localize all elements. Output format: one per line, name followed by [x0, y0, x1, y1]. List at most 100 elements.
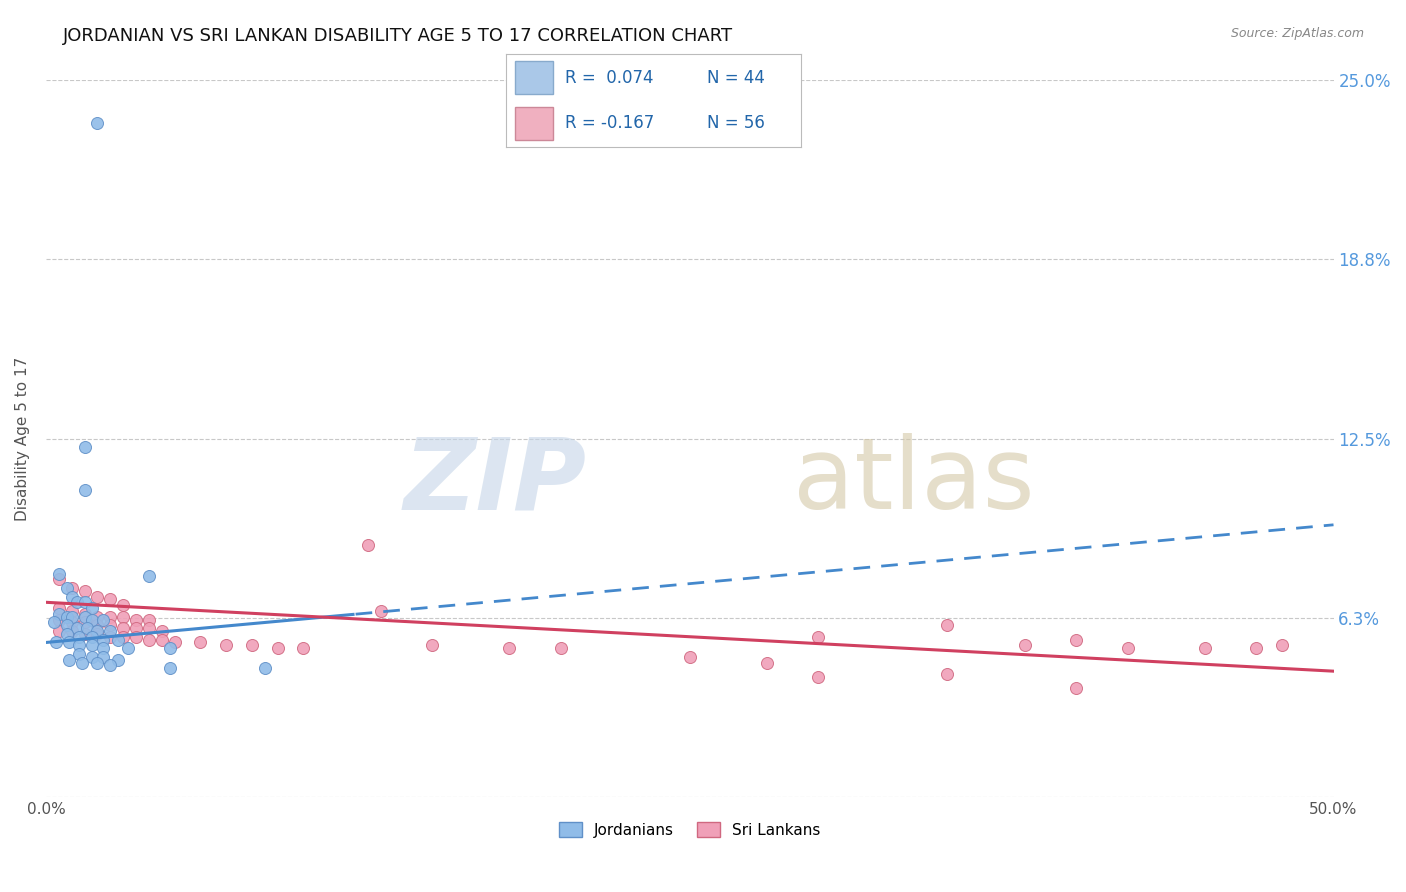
Point — [42, 615, 65, 630]
Text: JORDANIAN VS SRI LANKAN DISABILITY AGE 5 TO 17 CORRELATION CHART: JORDANIAN VS SRI LANKAN DISABILITY AGE 5… — [63, 27, 734, 45]
Point — [98, 658, 121, 673]
Text: ZIP: ZIP — [404, 434, 586, 530]
Point — [253, 661, 276, 675]
Point — [159, 641, 181, 656]
Point — [112, 630, 135, 644]
Point — [498, 641, 520, 656]
Point — [420, 638, 443, 652]
Text: atlas: atlas — [793, 434, 1035, 530]
Point — [98, 592, 121, 607]
Point — [112, 621, 135, 635]
Point — [125, 613, 148, 627]
Text: R =  0.074: R = 0.074 — [565, 69, 654, 87]
Point — [86, 624, 108, 638]
Point — [55, 627, 77, 641]
Point — [60, 581, 83, 595]
Point — [807, 630, 830, 644]
Point — [86, 656, 108, 670]
Bar — [515, 107, 554, 140]
Text: R = -0.167: R = -0.167 — [565, 114, 654, 132]
Point — [82, 601, 104, 615]
Point — [48, 607, 70, 621]
Point — [357, 538, 380, 552]
Point — [936, 667, 959, 681]
Point — [60, 615, 83, 630]
Point — [66, 621, 89, 635]
Point — [55, 581, 77, 595]
Point — [73, 627, 96, 641]
Point — [138, 613, 160, 627]
Point — [73, 583, 96, 598]
Point — [117, 641, 139, 656]
Point — [86, 627, 108, 641]
Point — [1271, 638, 1294, 652]
Legend: Jordanians, Sri Lankans: Jordanians, Sri Lankans — [553, 815, 827, 844]
Point — [86, 590, 108, 604]
Point — [55, 609, 77, 624]
Point — [60, 604, 83, 618]
Point — [69, 647, 91, 661]
Point — [48, 624, 70, 638]
Point — [82, 613, 104, 627]
Point — [48, 566, 70, 581]
Point — [73, 609, 96, 624]
Point — [1064, 632, 1087, 647]
Point — [98, 609, 121, 624]
Point — [73, 440, 96, 454]
Point — [91, 613, 114, 627]
Point — [370, 604, 392, 618]
Text: N = 44: N = 44 — [707, 69, 765, 87]
Point — [76, 621, 98, 635]
Point — [138, 632, 160, 647]
Text: N = 56: N = 56 — [707, 114, 765, 132]
Point — [60, 609, 83, 624]
Point — [82, 649, 104, 664]
Point — [58, 653, 80, 667]
Point — [107, 632, 129, 647]
Point — [936, 618, 959, 632]
Point — [55, 618, 77, 632]
Point — [60, 590, 83, 604]
Point — [138, 621, 160, 635]
Point — [91, 649, 114, 664]
Point — [73, 595, 96, 609]
Point — [86, 609, 108, 624]
Point — [112, 598, 135, 612]
Point — [756, 656, 779, 670]
Point — [215, 638, 238, 652]
Point — [1116, 641, 1139, 656]
Point — [267, 641, 290, 656]
Point — [107, 653, 129, 667]
Point — [150, 624, 173, 638]
Point — [190, 635, 212, 649]
Point — [550, 641, 572, 656]
Point — [69, 630, 91, 644]
Point — [112, 609, 135, 624]
Point — [45, 635, 67, 649]
Point — [66, 595, 89, 609]
Point — [1064, 681, 1087, 696]
Point — [679, 649, 702, 664]
Point — [98, 630, 121, 644]
Point — [73, 615, 96, 630]
Point — [98, 624, 121, 638]
Point — [1246, 641, 1268, 656]
Point — [292, 641, 315, 656]
Point — [73, 607, 96, 621]
Point — [58, 635, 80, 649]
Point — [60, 624, 83, 638]
Bar — [515, 61, 554, 94]
Point — [240, 638, 263, 652]
Point — [86, 618, 108, 632]
Point — [82, 638, 104, 652]
Point — [69, 638, 91, 652]
Point — [159, 661, 181, 675]
Point — [86, 116, 108, 130]
Point — [163, 635, 186, 649]
Point — [91, 641, 114, 656]
Point — [73, 483, 96, 498]
Point — [125, 630, 148, 644]
Point — [48, 601, 70, 615]
Text: Source: ZipAtlas.com: Source: ZipAtlas.com — [1230, 27, 1364, 40]
Point — [807, 670, 830, 684]
